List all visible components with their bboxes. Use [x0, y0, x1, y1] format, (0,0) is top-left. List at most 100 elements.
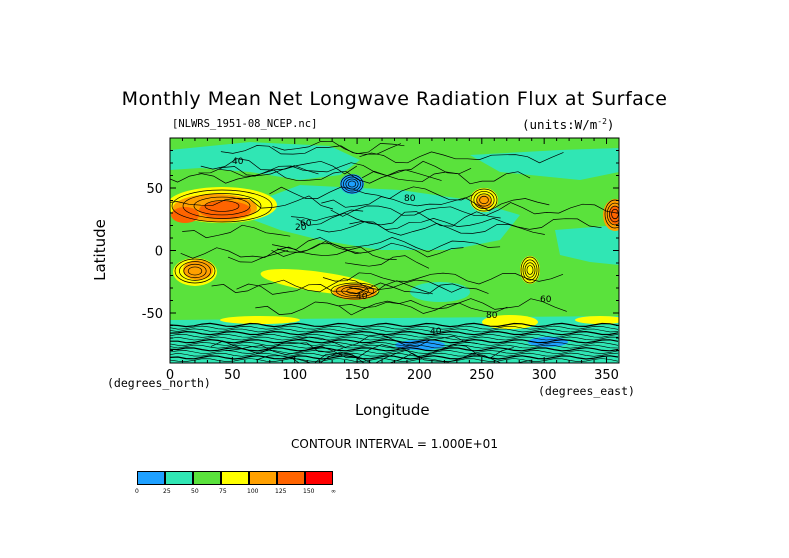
map-title: Monthly Mean Net Longwave Radiation Flux…: [121, 88, 668, 110]
contour-line: [170, 355, 619, 360]
contour-line: [170, 328, 619, 333]
contour-line: [170, 350, 619, 354]
contour-ring: [340, 174, 364, 194]
contour-ring: [171, 189, 273, 223]
x-tick-label: 250: [469, 368, 494, 383]
contour-line: [170, 325, 619, 330]
contour-value-label: 80: [404, 194, 416, 204]
units-label: (units:W/m-2): [522, 117, 615, 133]
contour-ring: [345, 178, 359, 190]
contour-line: [359, 151, 564, 164]
legend-swatch: [193, 471, 221, 485]
contour-lines: [170, 140, 619, 363]
axis-ticks: 0 50 100 150 200 250 300 350 50 0 -50: [142, 137, 620, 383]
contour-ring: [470, 188, 498, 212]
contour-value-label: 20: [295, 223, 307, 233]
contour-value-label: 60: [300, 219, 312, 229]
contour-line: [297, 334, 478, 348]
contour-ring: [473, 191, 495, 209]
x-axis-units: (degrees_east): [538, 384, 635, 398]
contour-ring: [526, 265, 534, 275]
contour-line: [225, 344, 514, 359]
contour-line: [200, 158, 357, 175]
contour-value-label: 40: [356, 292, 368, 302]
contour-ring: [606, 202, 619, 226]
legend-swatch: [249, 471, 277, 485]
contour-line: [255, 300, 508, 316]
legend-label: 75: [219, 488, 227, 495]
contour-ring: [604, 199, 619, 229]
contour-line: [170, 333, 619, 338]
contour-line: [170, 338, 619, 344]
contour-ring: [343, 176, 361, 192]
y-tick-label: 0: [155, 245, 163, 260]
contour-line: [170, 169, 442, 184]
y-axis-units: (degrees_north): [107, 376, 211, 390]
contour-line: [170, 195, 334, 210]
legend-label: 100: [247, 488, 259, 495]
legend-label: ∞: [331, 488, 336, 495]
contour-line: [170, 352, 619, 357]
contour-line: [269, 186, 474, 201]
contour-line: [211, 278, 464, 293]
contour-value-label: 40: [430, 327, 442, 337]
contour-ring: [476, 193, 492, 207]
legend-label: 150: [303, 488, 315, 495]
contour-value-label: 60: [540, 295, 552, 305]
arctic-low-region: [170, 142, 360, 180]
x-tick-label: 100: [282, 368, 307, 383]
south-pacific-low-region: [410, 282, 470, 302]
contour-ring: [524, 262, 536, 278]
legend-label: 50: [191, 488, 199, 495]
contour-line: [344, 255, 430, 269]
contour-line: [180, 246, 397, 260]
contour-ring: [179, 261, 211, 281]
x-axis-label: Longitude: [355, 401, 430, 419]
x-tick-label: 150: [345, 368, 370, 383]
x-tick-label: 200: [407, 368, 432, 383]
contour-ring: [335, 284, 375, 298]
contour-ring: [347, 180, 357, 188]
contour-line: [182, 224, 291, 239]
contour-value-label: 40: [232, 157, 244, 167]
contour-ring: [193, 196, 251, 216]
atlantic-low-region: [555, 225, 619, 265]
contour-line: [170, 322, 619, 328]
contour-line: [170, 347, 619, 352]
contour-ring: [174, 258, 216, 284]
contour-line: [322, 272, 564, 285]
contour-line: [349, 217, 602, 230]
y-tick-label: -50: [142, 307, 163, 322]
contour-line: [170, 344, 619, 349]
contour-ring: [330, 282, 380, 300]
south-atlantic-high-region: [482, 315, 538, 329]
southern-band-high-region: [220, 316, 300, 324]
contour-line: [170, 342, 619, 346]
y-tick-label: 50: [146, 182, 163, 197]
pacific-low-region: [240, 185, 520, 250]
contour-ring: [522, 259, 538, 281]
flux-field-layer: [170, 142, 619, 363]
contour-ring: [479, 195, 489, 205]
contour-ring: [341, 286, 369, 296]
legend-swatch: [137, 471, 165, 485]
contour-line: [220, 143, 402, 155]
contour-line: [338, 298, 567, 312]
contour-line: [170, 330, 619, 336]
legend-swatch: [165, 471, 193, 485]
contour-line: [296, 211, 501, 227]
y-axis-label: Latitude: [91, 219, 109, 281]
contour-ring: [204, 200, 240, 212]
contour-line: [272, 140, 405, 155]
southern-band-high-region: [575, 316, 619, 324]
contour-ring: [609, 205, 619, 223]
legend-swatch: [277, 471, 305, 485]
contour-ring: [182, 193, 262, 219]
contour-ring: [611, 208, 619, 220]
contour-line: [170, 336, 619, 341]
contour-ring: [346, 287, 364, 295]
legend-label: 25: [163, 488, 171, 495]
